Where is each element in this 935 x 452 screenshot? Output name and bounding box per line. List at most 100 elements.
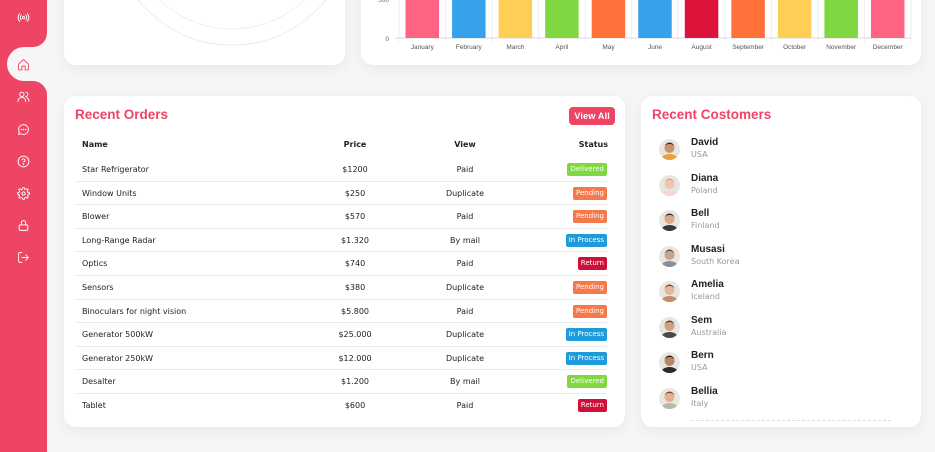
- sidebar-item-settings[interactable]: [0, 178, 47, 208]
- order-price: $1.200: [341, 377, 369, 387]
- order-name: Window Units: [82, 188, 137, 198]
- status-badge: Return: [577, 398, 607, 412]
- x-tick-label: April: [555, 44, 569, 51]
- bar[interactable]: [498, 0, 533, 38]
- recent-orders-title: Recent Orders: [75, 107, 169, 122]
- order-price: $25.000: [338, 330, 372, 340]
- x-tick-label: September: [732, 44, 765, 51]
- x-tick-label: December: [873, 44, 904, 51]
- lock-icon: [18, 219, 29, 231]
- sidebar-item-help[interactable]: [0, 146, 47, 176]
- table-row[interactable]: Optics $740 Paid Return: [75, 252, 607, 276]
- table-row[interactable]: Generator 500kW $25.000 Duplicate In Proces…: [75, 323, 607, 347]
- avatar: [659, 245, 680, 267]
- avatar: [659, 316, 680, 338]
- customer-country: Australia: [691, 327, 727, 337]
- bar[interactable]: [638, 0, 672, 38]
- order-view: Duplicate: [445, 188, 485, 198]
- chat-icon: [18, 123, 29, 135]
- order-view: Paid: [456, 259, 474, 269]
- list-item[interactable]: Amelia Iceland: [659, 279, 899, 309]
- y-tick-label: 0: [385, 36, 389, 43]
- list-item[interactable]: Bell Finland: [659, 208, 899, 238]
- orders-table-header: Name Price View Status: [82, 140, 608, 152]
- bar-chart-card: 500 0 January February March April May June Augu…: [361, 0, 921, 65]
- bar[interactable]: [591, 0, 626, 38]
- order-price: $380: [344, 282, 366, 292]
- bar[interactable]: [684, 0, 719, 38]
- order-price: $1200: [342, 165, 368, 174]
- order-view: Paid: [456, 212, 474, 222]
- sidebar-item-users[interactable]: [0, 81, 47, 111]
- order-name: Blower: [82, 212, 110, 222]
- table-row[interactable]: Generator 250kW $12.000 Duplicate In Proces…: [75, 347, 607, 371]
- bar[interactable]: [870, 0, 905, 38]
- sidebar-item-broadcast[interactable]: [0, 2, 47, 32]
- avatar: [659, 387, 680, 409]
- list-item[interactable]: David USA: [659, 137, 899, 167]
- list-item[interactable]: Musasi South Korea: [659, 244, 899, 274]
- table-row[interactable]: Desalter $1.200 By mail Delivered: [75, 370, 607, 394]
- table-row[interactable]: Tablet $600 Paid Return: [75, 394, 607, 418]
- order-name: Star Refrigerator: [82, 165, 149, 174]
- sidebar: [0, 0, 47, 452]
- customer-country: Iceland: [691, 292, 720, 301]
- bar[interactable]: [824, 0, 858, 38]
- view-all-button[interactable]: View All: [569, 107, 615, 125]
- order-view: Duplicate: [445, 330, 485, 340]
- sidebar-item-messages[interactable]: [0, 114, 47, 144]
- avatar: [659, 174, 680, 196]
- broadcast-icon: [17, 12, 30, 22]
- avatar: [659, 352, 680, 373]
- table-row[interactable]: Window Units $250 Duplicate Pending: [75, 182, 607, 206]
- customer-country: USA: [691, 150, 708, 159]
- x-tick-label: November: [826, 44, 857, 51]
- recent-customers-card: Recent Costomers David USA Diana Poland Bell…: [641, 96, 921, 427]
- order-name: Generator 250kW: [82, 353, 153, 363]
- recent-customers-title: Recent Costomers: [652, 107, 772, 122]
- status-badge: Delivered: [567, 375, 607, 389]
- list-item[interactable]: Diana Poland: [659, 173, 899, 203]
- order-name: Optics: [82, 259, 108, 269]
- order-price: $600: [344, 400, 366, 410]
- x-tick-label: August: [691, 44, 711, 51]
- sidebar-item-lock[interactable]: [0, 210, 47, 240]
- table-row[interactable]: Binoculars for night vision $5.800 Paid Pen…: [75, 300, 607, 324]
- sidebar-item-logout[interactable]: [0, 242, 47, 272]
- sidebar-active-indicator: [7, 47, 47, 81]
- list-item[interactable]: Bellia Italy: [659, 386, 899, 416]
- status-badge: In Process: [565, 233, 607, 247]
- customer-name: Diana: [691, 172, 719, 184]
- status-badge: In Process: [565, 351, 607, 365]
- order-view: By mail: [450, 377, 480, 387]
- list-item[interactable]: Sem Australia: [659, 315, 899, 345]
- table-row[interactable]: Blower $570 Paid Pending: [75, 205, 607, 229]
- x-tick-label: June: [648, 44, 662, 51]
- bar[interactable]: [452, 0, 486, 38]
- x-tick-label: January: [411, 44, 435, 51]
- bar[interactable]: [405, 0, 440, 38]
- table-row[interactable]: Long-Range Radar $1.320 By mail In Process: [75, 229, 607, 253]
- avatar: [659, 139, 680, 160]
- customer-country: USA: [691, 363, 708, 372]
- customer-country: South Korea: [691, 256, 740, 266]
- column-header-price: Price: [343, 140, 367, 149]
- list-item[interactable]: Bern USA: [659, 350, 899, 380]
- table-row[interactable]: Star Refrigerator $1200 Paid Delivered: [75, 158, 607, 182]
- settings-icon: [17, 186, 30, 200]
- order-view: Paid: [456, 165, 474, 174]
- order-price: $250: [344, 188, 366, 198]
- sidebar-item-home[interactable]: [0, 49, 47, 79]
- bar[interactable]: [545, 0, 579, 38]
- customer-name: David: [691, 137, 719, 148]
- order-price: $740: [344, 259, 366, 269]
- x-tick-label: October: [783, 44, 807, 51]
- status-badge: Pending: [573, 210, 607, 224]
- order-name: Long-Range Radar: [82, 235, 156, 245]
- customer-name: Bern: [691, 350, 714, 361]
- order-view: Duplicate: [445, 282, 485, 292]
- bar[interactable]: [731, 0, 765, 38]
- order-name: Generator 500kW: [82, 330, 153, 340]
- table-row[interactable]: Sensors $380 Duplicate Pending: [75, 276, 607, 300]
- bar[interactable]: [777, 0, 812, 38]
